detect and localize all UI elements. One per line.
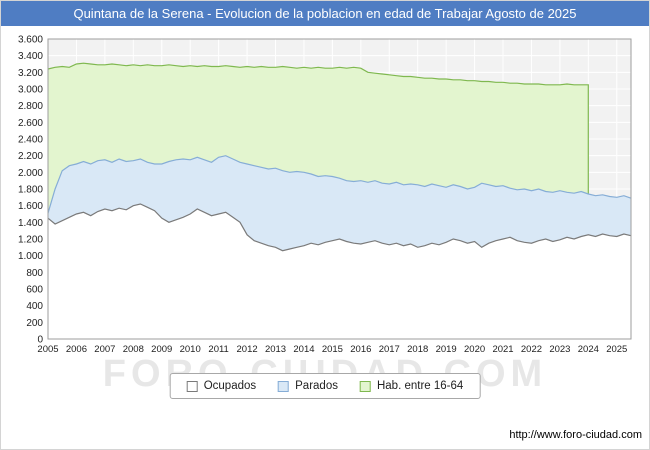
legend-item-parados: Parados <box>278 380 338 392</box>
area-ocupados <box>48 204 631 339</box>
svg-text:2020: 2020 <box>464 344 485 355</box>
svg-text:2017: 2017 <box>379 344 400 355</box>
hab-16-64-swatch-icon <box>359 380 371 392</box>
y-axis-labels: 0 200 400 600 800 1.000 1.200 1.400 1.600 1.800 2.… <box>18 35 43 346</box>
svg-text:800: 800 <box>26 268 43 279</box>
svg-text:3.600: 3.600 <box>18 35 43 46</box>
parados-swatch-icon <box>278 380 290 392</box>
svg-text:2011: 2011 <box>208 344 228 355</box>
legend-label-hab-16-64: Hab. entre 16-64 <box>376 380 464 392</box>
svg-text:3.200: 3.200 <box>18 68 43 79</box>
svg-text:2.400: 2.400 <box>18 135 43 146</box>
svg-text:2024: 2024 <box>578 344 599 355</box>
svg-text:1.400: 1.400 <box>18 218 43 229</box>
svg-text:600: 600 <box>26 285 43 296</box>
svg-text:2016: 2016 <box>350 344 371 355</box>
svg-text:2.000: 2.000 <box>18 168 43 179</box>
svg-text:2022: 2022 <box>521 344 542 355</box>
legend-label-parados: Parados <box>295 380 338 392</box>
svg-text:2010: 2010 <box>180 344 201 355</box>
svg-text:2015: 2015 <box>322 344 343 355</box>
svg-text:200: 200 <box>26 318 43 329</box>
svg-text:2009: 2009 <box>151 344 172 355</box>
svg-text:2006: 2006 <box>66 344 87 355</box>
svg-text:1.600: 1.600 <box>18 201 43 212</box>
population-area-chart: 0 200 400 600 800 1.000 1.200 1.400 1.600 1.800 2.… <box>18 35 632 355</box>
plot-border <box>47 38 632 340</box>
svg-text:2012: 2012 <box>237 344 258 355</box>
legend-item-hab-16-64: Hab. entre 16-64 <box>359 380 464 392</box>
source-url[interactable]: http://www.foro-ciudad.com <box>509 429 642 441</box>
svg-text:2008: 2008 <box>123 344 144 355</box>
svg-text:2005: 2005 <box>37 344 58 355</box>
legend: Ocupados Parados Hab. entre 16-64 <box>169 373 481 399</box>
x-axis-labels: 2005 2006 2007 2008 2009 2010 2011 2012 2013 2014… <box>37 344 627 355</box>
legend-item-ocupados: Ocupados <box>186 380 257 392</box>
line-ocupados <box>47 203 632 252</box>
svg-text:1.800: 1.800 <box>18 185 43 196</box>
ocupados-swatch-icon <box>186 380 198 392</box>
svg-text:2.600: 2.600 <box>18 118 43 129</box>
svg-text:3.400: 3.400 <box>18 51 43 62</box>
legend-label-ocupados: Ocupados <box>203 380 257 392</box>
svg-text:2.800: 2.800 <box>18 101 43 112</box>
svg-text:1.000: 1.000 <box>18 251 43 262</box>
svg-text:2.200: 2.200 <box>18 151 43 162</box>
svg-text:3.000: 3.000 <box>18 85 43 96</box>
svg-text:2021: 2021 <box>492 344 513 355</box>
svg-text:2023: 2023 <box>549 344 570 355</box>
page-title: Quintana de la Serena - Evolucion de la … <box>1 1 649 26</box>
line-hab-16-64 <box>47 62 589 194</box>
svg-text:2019: 2019 <box>436 344 457 355</box>
line-parados <box>47 155 632 214</box>
svg-text:2014: 2014 <box>293 344 314 355</box>
svg-text:2013: 2013 <box>265 344 286 355</box>
svg-text:400: 400 <box>26 301 43 312</box>
svg-text:2018: 2018 <box>407 344 428 355</box>
svg-text:2007: 2007 <box>94 344 115 355</box>
svg-text:2025: 2025 <box>606 344 627 355</box>
svg-text:1.200: 1.200 <box>18 235 43 246</box>
svg-text:0: 0 <box>37 335 43 346</box>
